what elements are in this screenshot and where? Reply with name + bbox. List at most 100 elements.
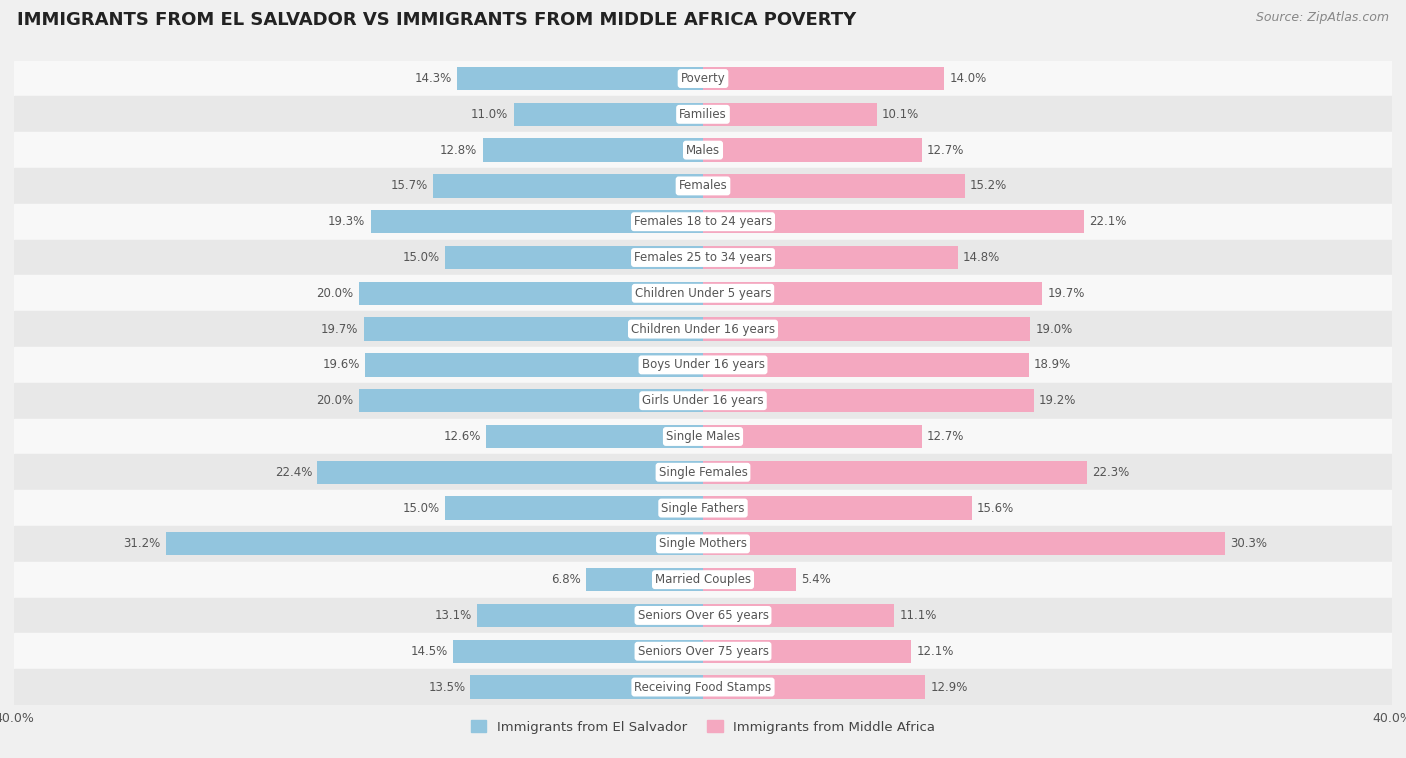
Bar (366, 353, 703, 377)
Bar (703, 318, 1031, 341)
Bar (586, 568, 703, 591)
Text: 19.0%: 19.0% (1035, 323, 1073, 336)
Text: Single Fathers: Single Fathers (661, 502, 745, 515)
Bar (14, 418, 1392, 454)
Text: Source: ZipAtlas.com: Source: ZipAtlas.com (1256, 11, 1389, 24)
Bar (14, 61, 1392, 96)
Bar (14, 96, 1392, 132)
Text: 22.1%: 22.1% (1088, 215, 1126, 228)
Bar (14, 347, 1392, 383)
Text: 15.0%: 15.0% (402, 502, 440, 515)
Bar (703, 675, 925, 699)
Text: 19.6%: 19.6% (323, 359, 360, 371)
Bar (14, 526, 1392, 562)
Text: 14.5%: 14.5% (411, 645, 449, 658)
Bar (14, 669, 1392, 705)
Bar (318, 461, 703, 484)
Text: Boys Under 16 years: Boys Under 16 years (641, 359, 765, 371)
Text: 6.8%: 6.8% (551, 573, 581, 586)
Text: 19.7%: 19.7% (321, 323, 359, 336)
Text: 20.0%: 20.0% (316, 287, 353, 300)
Bar (444, 496, 703, 520)
Text: 22.3%: 22.3% (1092, 465, 1129, 479)
Text: 22.4%: 22.4% (274, 465, 312, 479)
Text: 11.1%: 11.1% (900, 609, 936, 622)
Legend: Immigrants from El Salvador, Immigrants from Middle Africa: Immigrants from El Salvador, Immigrants … (471, 720, 935, 734)
Text: Single Females: Single Females (658, 465, 748, 479)
Text: 15.2%: 15.2% (970, 180, 1007, 193)
Bar (703, 389, 1033, 412)
Bar (482, 139, 703, 161)
Text: 30.3%: 30.3% (1230, 537, 1267, 550)
Text: 20.0%: 20.0% (316, 394, 353, 407)
Text: Girls Under 16 years: Girls Under 16 years (643, 394, 763, 407)
Text: 12.8%: 12.8% (440, 143, 478, 157)
Text: Receiving Food Stamps: Receiving Food Stamps (634, 681, 772, 694)
Text: 19.2%: 19.2% (1039, 394, 1076, 407)
Bar (457, 67, 703, 90)
Text: Females 25 to 34 years: Females 25 to 34 years (634, 251, 772, 264)
Text: Children Under 5 years: Children Under 5 years (634, 287, 772, 300)
Bar (444, 246, 703, 269)
Bar (703, 604, 894, 627)
Bar (364, 318, 703, 341)
Text: 12.9%: 12.9% (931, 681, 967, 694)
Bar (14, 562, 1392, 597)
Bar (703, 102, 877, 126)
Bar (14, 312, 1392, 347)
Text: 19.7%: 19.7% (1047, 287, 1085, 300)
Bar (14, 383, 1392, 418)
Bar (703, 139, 922, 161)
Text: 12.6%: 12.6% (443, 430, 481, 443)
Bar (14, 597, 1392, 634)
Bar (14, 275, 1392, 312)
Bar (703, 496, 972, 520)
Text: 12.7%: 12.7% (927, 143, 965, 157)
Bar (703, 210, 1084, 233)
Text: Males: Males (686, 143, 720, 157)
Text: 14.0%: 14.0% (949, 72, 987, 85)
Bar (14, 204, 1392, 240)
Text: 14.3%: 14.3% (415, 72, 451, 85)
Bar (703, 282, 1042, 305)
Bar (359, 389, 703, 412)
Text: 11.0%: 11.0% (471, 108, 509, 121)
Text: Children Under 16 years: Children Under 16 years (631, 323, 775, 336)
Text: Married Couples: Married Couples (655, 573, 751, 586)
Bar (513, 102, 703, 126)
Bar (703, 532, 1225, 556)
Bar (166, 532, 703, 556)
Bar (14, 240, 1392, 275)
Bar (703, 67, 945, 90)
Text: 15.7%: 15.7% (391, 180, 427, 193)
Text: Females: Females (679, 180, 727, 193)
Text: 15.0%: 15.0% (402, 251, 440, 264)
Text: 14.8%: 14.8% (963, 251, 1000, 264)
Bar (703, 424, 922, 448)
Text: Seniors Over 75 years: Seniors Over 75 years (637, 645, 769, 658)
Bar (703, 640, 911, 663)
Bar (703, 461, 1087, 484)
Bar (14, 454, 1392, 490)
Text: 10.1%: 10.1% (882, 108, 920, 121)
Text: IMMIGRANTS FROM EL SALVADOR VS IMMIGRANTS FROM MIDDLE AFRICA POVERTY: IMMIGRANTS FROM EL SALVADOR VS IMMIGRANT… (17, 11, 856, 30)
Text: Single Males: Single Males (666, 430, 740, 443)
Bar (478, 604, 703, 627)
Bar (703, 174, 965, 198)
Bar (359, 282, 703, 305)
Bar (433, 174, 703, 198)
Bar (471, 675, 703, 699)
Text: Seniors Over 65 years: Seniors Over 65 years (637, 609, 769, 622)
Text: 31.2%: 31.2% (124, 537, 160, 550)
Bar (14, 168, 1392, 204)
Text: 5.4%: 5.4% (801, 573, 831, 586)
Text: 15.6%: 15.6% (977, 502, 1014, 515)
Bar (371, 210, 703, 233)
Bar (703, 353, 1029, 377)
Bar (703, 246, 957, 269)
Text: 12.7%: 12.7% (927, 430, 965, 443)
Text: 12.1%: 12.1% (917, 645, 953, 658)
Text: 13.1%: 13.1% (434, 609, 472, 622)
Text: 18.9%: 18.9% (1033, 359, 1071, 371)
Bar (453, 640, 703, 663)
